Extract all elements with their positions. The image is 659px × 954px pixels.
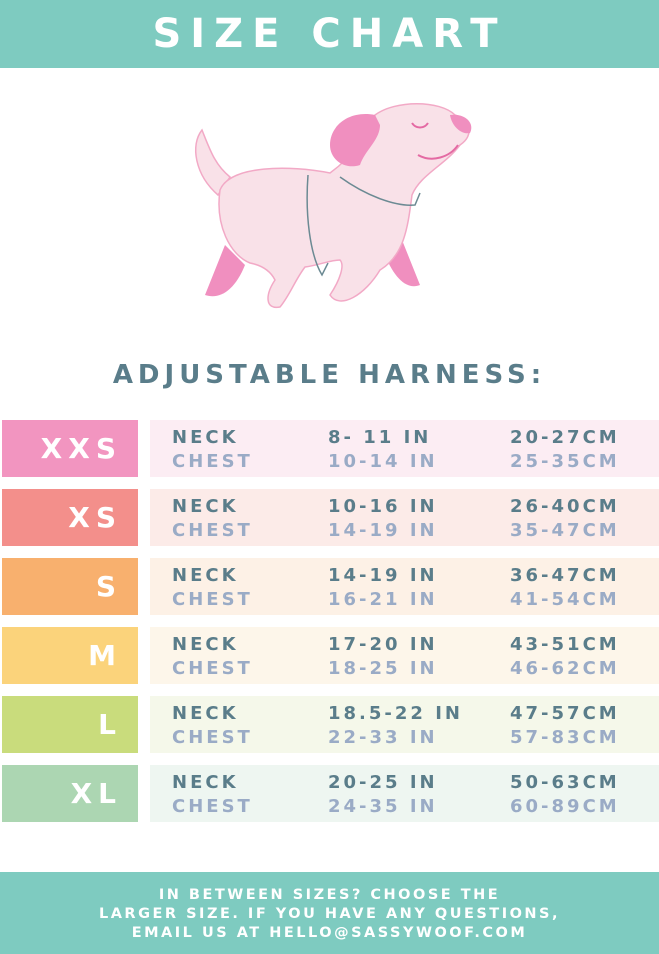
measurements-box: NECK CHEST 17-20 IN 18-25 IN 43-51CM 46-…	[150, 627, 659, 684]
dog-tail	[194, 128, 232, 197]
chest-inches: 18-25 IN	[328, 658, 438, 679]
chest-cm: 35-47CM	[510, 520, 620, 541]
neck-label: NECK	[172, 496, 239, 517]
size-row: S NECK CHEST 14-19 IN 16-21 IN 36-47CM 4…	[0, 558, 659, 615]
neck-cm: 47-57CM	[510, 703, 620, 724]
footer-note: IN BETWEEN SIZES? CHOOSE THE LARGER SIZE…	[0, 872, 659, 954]
dog-ear	[330, 114, 380, 167]
chest-label: CHEST	[172, 451, 253, 472]
chest-inches: 14-19 IN	[328, 520, 438, 541]
measurements-box: NECK CHEST 20-25 IN 24-35 IN 50-63CM 60-…	[150, 765, 659, 822]
size-label: XS	[2, 489, 138, 546]
neck-label: NECK	[172, 772, 239, 793]
measurements-box: NECK CHEST 18.5-22 IN 22-33 IN 47-57CM 5…	[150, 696, 659, 753]
harness-subtitle: ADJUSTABLE HARNESS:	[112, 360, 547, 390]
chest-inches: 24-35 IN	[328, 796, 438, 817]
size-row: XS NECK CHEST 10-16 IN 14-19 IN 26-40CM …	[0, 489, 659, 546]
chest-inches: 22-33 IN	[328, 727, 438, 748]
measurements-box: NECK CHEST 10-16 IN 14-19 IN 26-40CM 35-…	[150, 489, 659, 546]
neck-label: NECK	[172, 634, 239, 655]
chest-inches: 16-21 IN	[328, 589, 438, 610]
chest-label: CHEST	[172, 727, 253, 748]
neck-label: NECK	[172, 427, 239, 448]
chest-label: CHEST	[172, 589, 253, 610]
page-title: SIZE CHART	[0, 0, 659, 68]
chest-cm: 46-62CM	[510, 658, 620, 679]
chest-cm: 60-89CM	[510, 796, 620, 817]
footer-line: EMAIL US AT HELLO@SASSYWOOF.COM	[131, 925, 528, 941]
dog-illustration	[194, 103, 472, 309]
neck-inches: 14-19 IN	[328, 565, 438, 586]
neck-cm: 20-27CM	[510, 427, 620, 448]
size-label: M	[2, 627, 138, 684]
neck-cm: 43-51CM	[510, 634, 620, 655]
neck-label: NECK	[172, 565, 239, 586]
neck-cm: 26-40CM	[510, 496, 620, 517]
neck-label: NECK	[172, 703, 239, 724]
size-row: L NECK CHEST 18.5-22 IN 22-33 IN 47-57CM…	[0, 696, 659, 753]
neck-inches: 18.5-22 IN	[328, 703, 463, 724]
neck-inches: 20-25 IN	[328, 772, 438, 793]
size-row: XXS NECK CHEST 8- 11 IN 10-14 IN 20-27CM…	[0, 420, 659, 477]
dog-smile	[417, 144, 459, 160]
measurements-box: NECK CHEST 14-19 IN 16-21 IN 36-47CM 41-…	[150, 558, 659, 615]
neck-inches: 17-20 IN	[328, 634, 438, 655]
footer-line: IN BETWEEN SIZES? CHOOSE THE	[158, 887, 501, 903]
size-label: L	[2, 696, 138, 753]
measurements-box: NECK CHEST 8- 11 IN 10-14 IN 20-27CM 25-…	[150, 420, 659, 477]
chest-label: CHEST	[172, 658, 253, 679]
chest-cm: 57-83CM	[510, 727, 620, 748]
size-label: XL	[2, 765, 138, 822]
chest-label: CHEST	[172, 796, 253, 817]
neck-cm: 36-47CM	[510, 565, 620, 586]
size-label: XXS	[2, 420, 138, 477]
neck-inches: 10-16 IN	[328, 496, 438, 517]
size-row: M NECK CHEST 17-20 IN 18-25 IN 43-51CM 4…	[0, 627, 659, 684]
footer-line: LARGER SIZE. IF YOU HAVE ANY QUESTIONS,	[98, 906, 561, 922]
dog-eye	[411, 122, 429, 129]
chest-inches: 10-14 IN	[328, 451, 438, 472]
size-row: XL NECK CHEST 20-25 IN 24-35 IN 50-63CM …	[0, 765, 659, 822]
chest-label: CHEST	[172, 520, 253, 541]
chest-cm: 25-35CM	[510, 451, 620, 472]
chest-cm: 41-54CM	[510, 589, 620, 610]
neck-cm: 50-63CM	[510, 772, 620, 793]
size-label: S	[2, 558, 138, 615]
dog-back-leg	[205, 245, 245, 297]
neck-measure-line	[339, 176, 421, 206]
chest-measure-line	[306, 174, 329, 277]
neck-inches: 8- 11 IN	[328, 427, 432, 448]
dog-nose	[450, 114, 472, 134]
